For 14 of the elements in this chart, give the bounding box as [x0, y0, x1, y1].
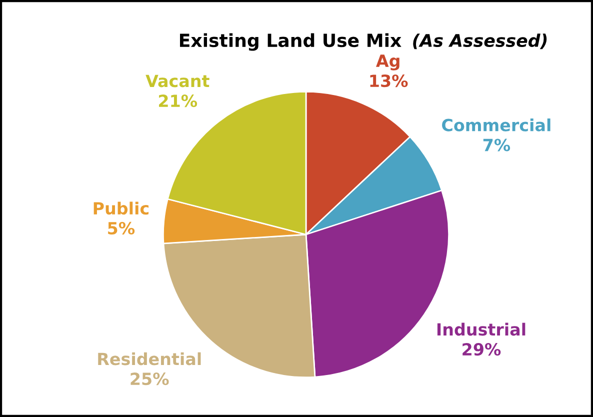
data-label: 29%	[462, 343, 501, 356]
slice-label: Residential	[98, 352, 201, 366]
chart-subtitle: (As Assessed)	[413, 34, 547, 50]
slice-label: Commercial	[442, 118, 550, 132]
slice-label: Vacant	[146, 74, 210, 88]
slice-label: Public	[94, 202, 148, 215]
chart-title: Existing Land Use Mix	[180, 33, 402, 51]
slice-label: Industrial	[437, 322, 526, 336]
data-label: 13%	[370, 74, 408, 88]
data-label: 7%	[483, 138, 510, 152]
data-label: 25%	[130, 372, 169, 386]
slice-label: Ag	[376, 54, 400, 70]
data-label: 5%	[108, 222, 135, 235]
data-label: 21%	[159, 94, 198, 108]
